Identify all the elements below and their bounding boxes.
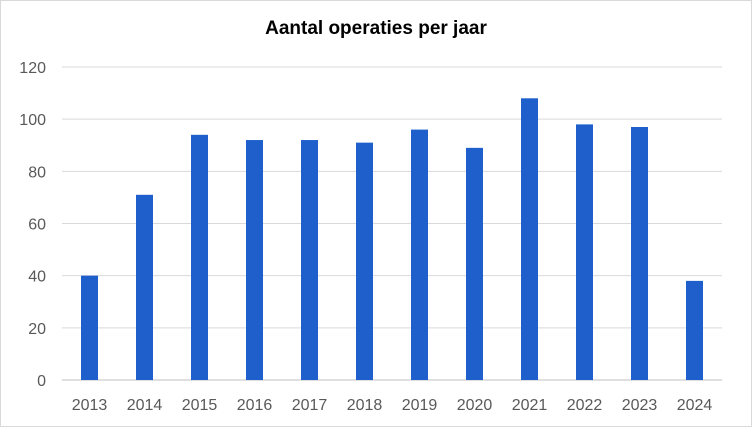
y-tick-label: 80 <box>28 164 46 181</box>
x-tick-label: 2017 <box>292 397 328 414</box>
bar-2013 <box>81 275 98 380</box>
x-tick-label: 2019 <box>402 397 438 414</box>
y-tick-label: 120 <box>19 60 46 77</box>
bar-2024 <box>686 280 703 380</box>
bar-2020 <box>466 147 483 380</box>
y-tick-label: 40 <box>28 269 46 286</box>
x-axis-ticks: 2013 2014 2015 2016 2017 2018 2019 2020 2021 2022… <box>72 397 713 414</box>
bar-2018 <box>356 142 373 380</box>
x-tick-label: 2015 <box>182 397 218 414</box>
bars <box>81 98 703 381</box>
x-tick-label: 2024 <box>677 397 713 414</box>
y-axis-ticks: 0 20 40 60 80 100 120 <box>19 60 46 390</box>
y-tick-label: 100 <box>19 112 46 129</box>
x-tick-label: 2023 <box>622 397 658 414</box>
bar-2019 <box>411 129 428 380</box>
bar-2023 <box>631 126 648 380</box>
bar-2017 <box>301 140 318 380</box>
x-tick-label: 2016 <box>237 397 273 414</box>
y-tick-label: 60 <box>28 217 46 234</box>
x-tick-label: 2014 <box>127 397 163 414</box>
x-tick-label: 2018 <box>347 397 383 414</box>
x-tick-label: 2020 <box>457 397 493 414</box>
x-tick-label: 2022 <box>567 397 603 414</box>
x-tick-label: 2013 <box>72 397 108 414</box>
bar-2015 <box>191 134 208 380</box>
x-tick-label: 2021 <box>512 397 548 414</box>
bar-2022 <box>576 124 593 380</box>
chart-title: Aantal operaties per jaar <box>265 18 487 39</box>
gridlines <box>62 66 722 381</box>
y-tick-label: 0 <box>37 373 46 390</box>
bar-2016 <box>246 140 263 380</box>
y-tick-label: 20 <box>28 321 46 338</box>
bar-2014 <box>136 194 153 380</box>
bar-2021 <box>521 98 538 381</box>
